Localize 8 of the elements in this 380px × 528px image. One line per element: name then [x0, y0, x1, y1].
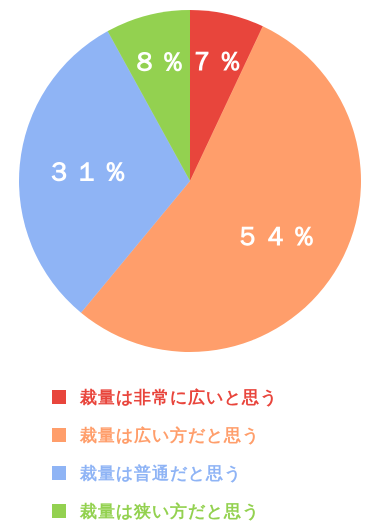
legend-label: 裁量は非常に広いと思う [79, 388, 278, 408]
legend-label: 裁量は普通だと思う [79, 463, 242, 484]
legend-label: 裁量は狭い方だと思う [79, 502, 260, 522]
data-label: ３１％ [46, 157, 130, 188]
legend-label: 裁量は広い方だと思う [79, 426, 260, 446]
data-label: ７％ [188, 46, 245, 77]
data-label: ５４％ [234, 222, 319, 252]
data-label: ８％ [131, 48, 188, 78]
